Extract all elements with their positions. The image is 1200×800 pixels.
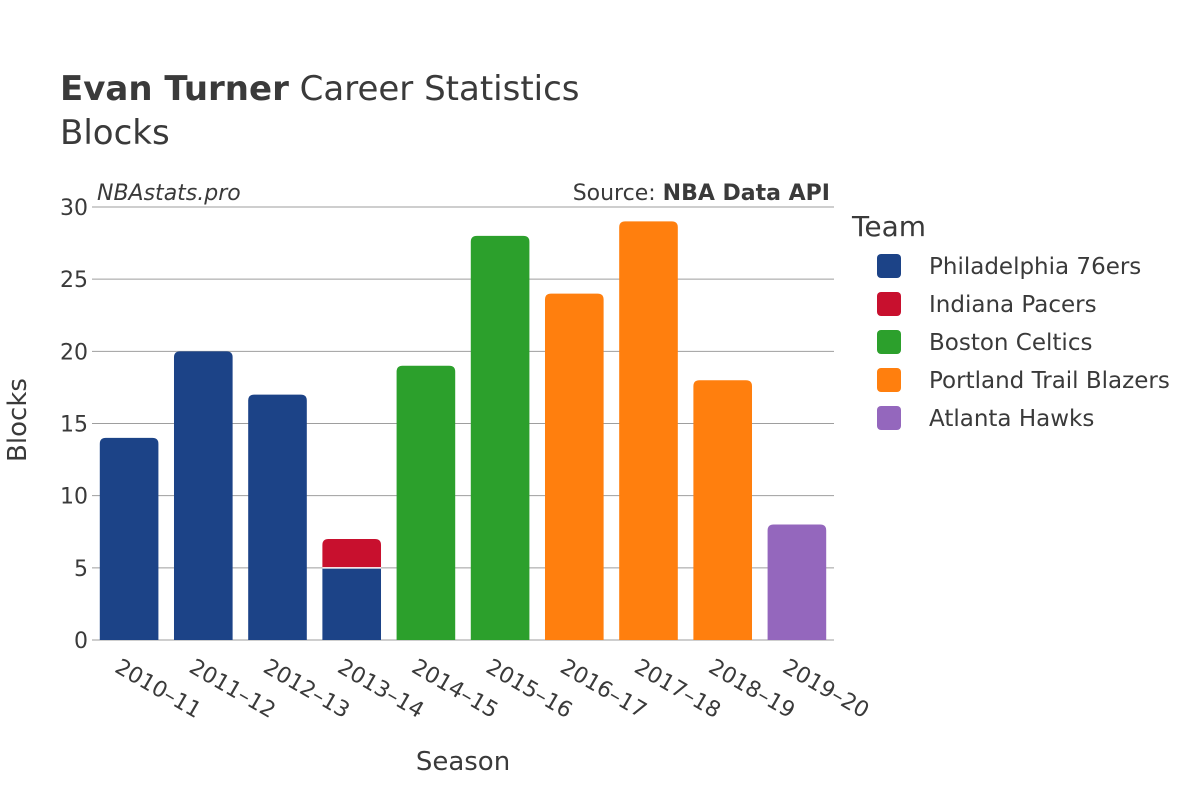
legend-swatch-atlanta-hawks: [877, 406, 901, 430]
bar-2011–12-philadelphia-76ers: [173, 351, 233, 640]
y-tick-label: 25: [60, 268, 88, 293]
legend-label-indiana-pacers: Indiana Pacers: [929, 292, 1097, 318]
chart-title-rest: Career Statistics: [289, 69, 580, 109]
bar-2010–11-philadelphia-76ers: [99, 437, 159, 640]
y-tick-label: 15: [60, 413, 88, 438]
y-tick-label: 10: [60, 485, 88, 510]
bar-2019–20-atlanta-hawks: [767, 524, 827, 640]
y-tick-label: 20: [60, 340, 88, 365]
source-name: NBA Data API: [663, 181, 830, 206]
legend-label-philadelphia-76ers: Philadelphia 76ers: [929, 254, 1141, 280]
bar-2014–15-boston-celtics: [396, 365, 456, 640]
bar-2018–19-portland-trail-blazers: [693, 380, 753, 640]
legend-label-atlanta-hawks: Atlanta Hawks: [929, 406, 1094, 432]
y-tick-label: 30: [60, 196, 88, 221]
bar-2016–17-portland-trail-blazers: [544, 293, 604, 640]
chart-title: Evan Turner Career Statistics: [60, 69, 580, 109]
bar-2015–16-boston-celtics: [470, 235, 530, 640]
legend-swatch-philadelphia-76ers: [877, 254, 901, 278]
legend-swatch-indiana-pacers: [877, 292, 901, 316]
y-axis-label: Blocks: [3, 378, 33, 462]
legend-swatch-boston-celtics: [877, 330, 901, 354]
x-axis-label: Season: [416, 747, 510, 777]
legend-label-boston-celtics: Boston Celtics: [929, 330, 1092, 356]
x-tick-label: 2019–20: [778, 655, 873, 724]
legend-swatch-portland-trail-blazers: [877, 368, 901, 392]
legend-title: Team: [851, 210, 926, 243]
legend: Team Philadelphia 76ers Indiana Pacers Bos…: [851, 210, 1170, 432]
chart-subtitle: Blocks: [60, 113, 170, 153]
x-axis-ticks: 2010–112011–122012–132013–142014–152015–…: [110, 655, 873, 724]
chart-title-player: Evan Turner: [60, 69, 289, 109]
bar-2012–13-philadelphia-76ers: [248, 394, 307, 640]
y-axis-ticks: 0 5 10 15 20 25 30: [60, 196, 88, 654]
source-prefix: Source:: [573, 181, 663, 206]
bar-2013–14-philadelphia-76ers: [322, 567, 382, 640]
bar-2017–18-portland-trail-blazers: [619, 221, 678, 640]
bars: [99, 221, 827, 640]
y-tick-label: 0: [74, 629, 88, 654]
source-note: Source: NBA Data API: [573, 181, 830, 206]
bar-2013–14-indiana-pacers: [322, 538, 382, 568]
watermark: NBAstats.pro: [97, 181, 241, 206]
y-tick-label: 5: [74, 557, 88, 582]
legend-label-portland-trail-blazers: Portland Trail Blazers: [929, 368, 1170, 394]
